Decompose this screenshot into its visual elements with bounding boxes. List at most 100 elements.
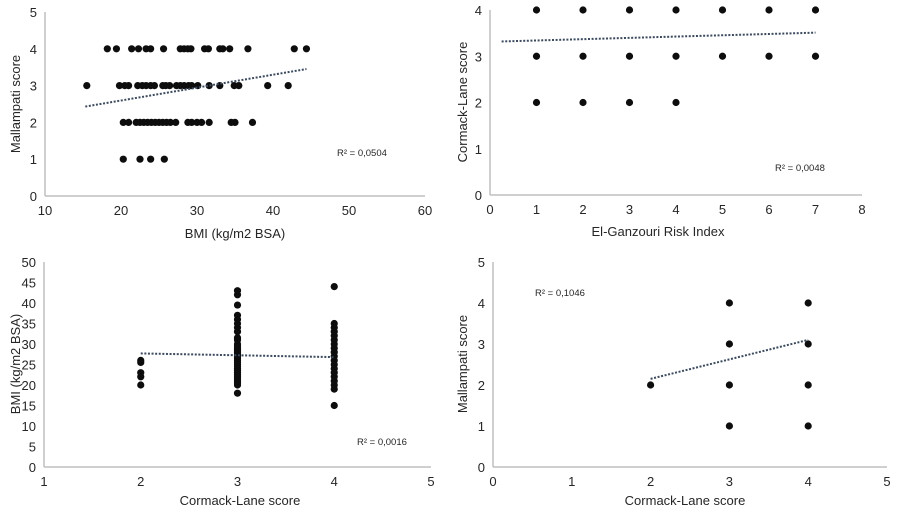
data-point	[579, 98, 587, 107]
x-tick-label: 1	[533, 202, 540, 217]
data-point	[264, 82, 272, 90]
y-tick-label: 0	[475, 188, 482, 203]
data-point	[115, 82, 124, 90]
data-point	[532, 6, 541, 14]
data-point	[248, 118, 257, 126]
y-tick-label: 25	[22, 358, 36, 373]
data-point	[194, 82, 202, 90]
x-tick-label: 3	[726, 474, 733, 489]
data-point	[226, 45, 234, 53]
data-point	[112, 45, 121, 53]
data-point	[718, 52, 727, 60]
x-tick-label: 40	[266, 203, 280, 218]
data-point	[125, 118, 133, 126]
data-point	[804, 340, 812, 348]
data-point	[137, 356, 145, 364]
x-tick-label: 2	[647, 474, 654, 489]
x-tick-label: 7	[812, 202, 819, 217]
y-tick-label: 30	[22, 337, 36, 352]
data-point	[233, 334, 242, 342]
y-tick-label: 50	[22, 255, 36, 270]
data-point	[147, 45, 155, 53]
data-point	[302, 45, 311, 53]
data-point	[233, 301, 242, 309]
data-point	[330, 319, 338, 328]
y-tick-label: 5	[478, 255, 485, 270]
y-tick-label: 40	[22, 296, 36, 311]
data-point	[811, 6, 820, 14]
data-point	[205, 118, 213, 126]
y-tick-label: 1	[30, 152, 37, 167]
y-tick-label: 1	[475, 142, 482, 157]
x-tick-label: 5	[719, 202, 726, 217]
y-axis-title: Mallampati score	[455, 315, 470, 413]
y-tick-label: 15	[22, 399, 36, 414]
data-point	[166, 118, 174, 126]
x-tick-label: 0	[489, 474, 496, 489]
data-point	[725, 422, 734, 430]
data-point	[134, 45, 143, 53]
data-point	[765, 6, 773, 14]
data-point	[532, 52, 541, 60]
data-point	[150, 82, 159, 90]
data-point	[804, 422, 812, 430]
x-tick-label: 60	[418, 203, 432, 218]
y-tick-label: 1	[478, 419, 485, 434]
chart-cormack-lane-vs-mallampati: 0 1 2 3 4 5 0 1 2 3 4 5 Cormack-Lane score Mallampati…	[455, 255, 891, 508]
x-tick-label: 1	[40, 474, 47, 489]
data-point	[233, 311, 242, 319]
r-squared-label: R² = 0,0504	[337, 148, 387, 159]
x-tick-label: 50	[342, 203, 356, 218]
data-point	[625, 6, 634, 14]
data-point	[125, 82, 133, 90]
trendline	[501, 31, 816, 43]
x-axis-title: BMI (kg/m2 BSA)	[185, 226, 285, 241]
x-axis-title: Cormack-Lane score	[625, 493, 746, 508]
data-point	[128, 45, 136, 53]
y-tick-label: 4	[30, 42, 37, 57]
y-tick-label: 5	[29, 440, 36, 455]
data-point	[625, 52, 634, 60]
data-point	[284, 82, 292, 90]
x-tick-label: 3	[626, 202, 633, 217]
data-point	[119, 155, 127, 163]
data-point	[137, 369, 145, 377]
data-point	[330, 401, 338, 410]
y-tick-label: 2	[475, 96, 482, 111]
y-tick-label: 35	[22, 317, 36, 332]
data-point	[672, 98, 680, 107]
r-squared-label: R² = 0,1046	[535, 288, 585, 299]
data-point	[205, 82, 213, 90]
data-point	[136, 155, 144, 163]
x-axis-title: El-Ganzouri Risk Index	[592, 224, 725, 239]
x-tick-label: 3	[234, 474, 241, 489]
data-point	[725, 340, 734, 348]
y-tick-label: 3	[30, 79, 37, 94]
data-point	[804, 381, 812, 389]
x-tick-label: 2	[579, 202, 586, 217]
y-tick-label: 3	[478, 337, 485, 352]
data-point	[166, 82, 174, 90]
chart-bmi-vs-mallampati: 10 20 30 40 50 60 0 1 2 3 4 5 BMI (kg/m2 BSA) Mallamp…	[8, 5, 432, 241]
y-tick-label: 5	[30, 5, 37, 20]
data-point	[216, 82, 224, 90]
y-tick-label: 45	[22, 276, 36, 291]
data-point	[119, 118, 127, 126]
y-tick-label: 0	[30, 189, 37, 204]
x-tick-label: 5	[427, 474, 434, 489]
x-tick-label: 10	[38, 203, 52, 218]
data-point	[235, 82, 243, 90]
x-tick-label: 4	[331, 474, 338, 489]
x-tick-label: 0	[486, 202, 493, 217]
data-point	[188, 118, 196, 126]
x-tick-label: 4	[672, 202, 679, 217]
data-point	[532, 98, 541, 107]
x-tick-label: 20	[114, 203, 128, 218]
data-point	[672, 6, 680, 14]
data-point	[672, 52, 680, 60]
data-point	[159, 45, 168, 53]
data-point	[219, 45, 227, 53]
y-tick-label: 3	[475, 49, 482, 64]
